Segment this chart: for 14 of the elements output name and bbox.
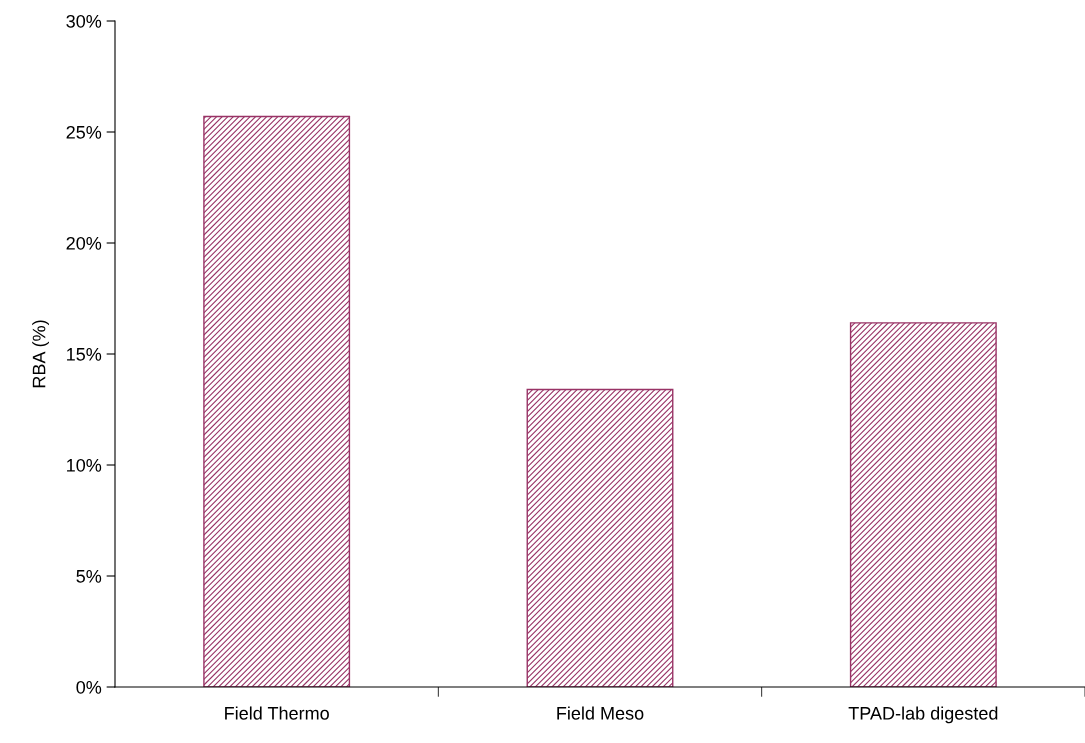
y-tick-label: 25% — [66, 125, 102, 139]
bar — [849, 322, 997, 687]
bar — [203, 115, 351, 687]
y-tick-label: 10% — [67, 458, 102, 472]
y-tick-label: 15% — [67, 348, 102, 361]
y-tick-label: 5% — [76, 570, 102, 583]
bar — [526, 388, 674, 687]
x-tick-label: Field Meso — [557, 706, 644, 720]
x-tick-label: Field Thermo — [225, 706, 329, 720]
y-tick-label: 0% — [76, 680, 102, 694]
y-tick-label: 30% — [66, 14, 102, 28]
x-tick-label: TPAD-lab digested — [848, 706, 998, 724]
y-axis-title: RBA (%) — [32, 320, 49, 388]
y-tick-label: 20% — [66, 236, 102, 250]
